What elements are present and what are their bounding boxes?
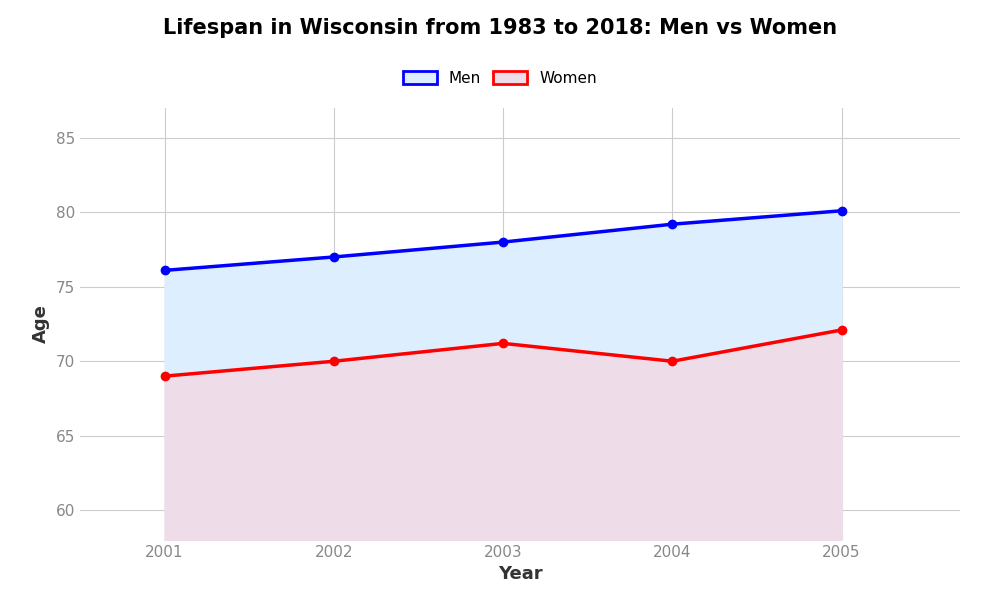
Text: Lifespan in Wisconsin from 1983 to 2018: Men vs Women: Lifespan in Wisconsin from 1983 to 2018:… [163, 18, 837, 38]
X-axis label: Year: Year [498, 565, 542, 583]
Y-axis label: Age: Age [32, 305, 50, 343]
Legend: Men, Women: Men, Women [403, 71, 597, 86]
